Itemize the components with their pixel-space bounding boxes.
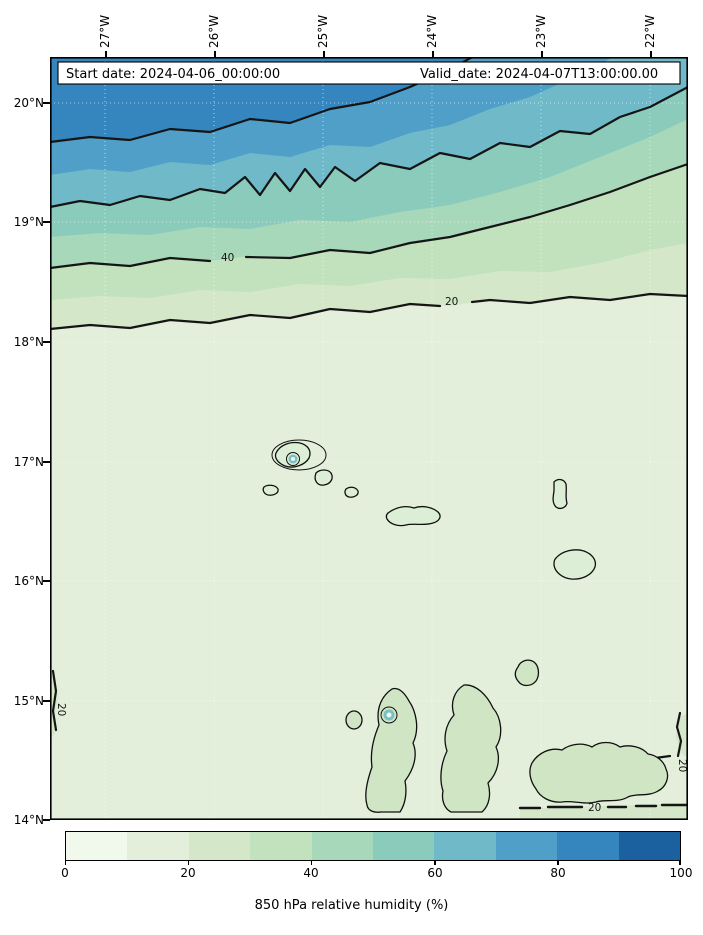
spot-ring-sw — [380, 706, 398, 724]
colorbar-tick-label: 40 — [303, 866, 319, 880]
start-date-text: Start date: 2024-04-06_00:00:00 — [66, 67, 280, 82]
colorbar-tick-label: 100 — [669, 866, 693, 880]
lon-tick-label: 22°W — [643, 14, 657, 48]
colorbar-tick — [434, 861, 436, 865]
island-elongated — [385, 505, 441, 527]
plot-border — [50, 57, 688, 820]
map-canvas: 40 20 20 20 20 Start date: 2024-04-06_00… — [50, 57, 688, 820]
island-east-narrow — [552, 478, 568, 510]
contour-label-20-bottom: 20 — [588, 802, 601, 814]
info-banner-box — [57, 61, 681, 85]
contour-20-right-edge — [675, 711, 683, 758]
lat-tick-label: 16°N — [13, 574, 44, 588]
axis-tick — [650, 51, 652, 57]
colorbar — [65, 831, 681, 861]
colorbar-tick — [557, 861, 559, 865]
colorbar-tick — [187, 861, 189, 865]
colorbar-cell — [311, 832, 374, 860]
axis-tick — [105, 51, 107, 57]
lat-tick-label: 20°N — [13, 96, 44, 110]
info-banner: Start date: 2024-04-06_00:00:00 Valid_da… — [57, 61, 681, 85]
colorbar-tick-label: 60 — [427, 866, 443, 880]
contour-label-20-left: 20 — [55, 703, 67, 716]
island-east-round — [553, 549, 597, 580]
humidity-bands — [50, 57, 688, 820]
colorbar-tick — [679, 861, 681, 865]
colorbar-tick — [64, 861, 66, 865]
island-south-small — [345, 710, 363, 730]
colorbar-tick-label: 80 — [550, 866, 566, 880]
axis-tick — [541, 51, 543, 57]
axis-tick — [43, 461, 50, 463]
axis-tick — [43, 221, 50, 223]
colorbar-cell — [495, 832, 558, 860]
colorbar-tick-label: 20 — [180, 866, 196, 880]
colorbar-cell — [250, 832, 312, 860]
axis-tick — [43, 580, 50, 582]
lon-tick-label: 23°W — [534, 14, 548, 48]
axis-tick — [43, 819, 50, 821]
island-south-east-mass — [529, 741, 669, 804]
axis-tick — [43, 102, 50, 104]
colorbar-caption: 850 hPa relative humidity (%) — [254, 898, 449, 913]
island-nw-2 — [314, 469, 333, 486]
contour-label-40: 40 — [221, 252, 234, 264]
contour-40-line-west — [50, 256, 212, 270]
colorbar-cell — [557, 832, 619, 860]
axis-tick — [43, 341, 50, 343]
lat-tick-label: 17°N — [13, 455, 44, 469]
colorbar-cell — [127, 832, 189, 860]
axis-tick — [43, 700, 50, 702]
axis-tick — [432, 51, 434, 57]
spot-ring-nw — [286, 452, 300, 466]
lon-tick-label: 25°W — [316, 14, 330, 48]
contour-label-texts: 40 20 20 20 20 — [55, 252, 688, 814]
lon-tick-label: 27°W — [98, 14, 112, 48]
island-south-west — [365, 687, 418, 813]
colorbar-cell — [188, 832, 251, 860]
contour-lines — [50, 57, 688, 810]
lat-tick-label: 14°N — [13, 813, 44, 827]
spot-core-nw — [291, 457, 295, 461]
island-south-mid — [440, 684, 502, 813]
colorbar-cell — [66, 832, 128, 860]
contour-20-bottom-dashes — [518, 803, 688, 810]
axis-tick — [214, 51, 216, 57]
spot-core-sw — [386, 712, 392, 718]
island-south-tiny — [514, 659, 540, 687]
lon-tick-label: 26°W — [207, 14, 221, 48]
contour-20-line-east — [470, 292, 688, 305]
lon-tick-label: 24°W — [425, 14, 439, 48]
contour-20-left-edge — [51, 669, 58, 732]
island-nw-3 — [344, 486, 359, 498]
contour-40-line-east — [244, 162, 688, 260]
axis-tick — [323, 51, 325, 57]
valid-date-text: Valid_date: 2024-04-07T13:00:00.00 — [420, 67, 658, 82]
colorbar-tick — [310, 861, 312, 865]
colorbar-cell — [373, 832, 435, 860]
thin-contour-ring-nw — [271, 439, 327, 471]
lat-tick-label: 15°N — [13, 694, 44, 708]
colorbar-tick-label: 0 — [61, 866, 69, 880]
islands — [262, 439, 669, 813]
island-nw-4 — [262, 484, 279, 496]
lat-tick-label: 19°N — [13, 215, 44, 229]
contour-label-20: 20 — [445, 296, 458, 308]
contour-60-line — [50, 85, 688, 209]
colorbar-cell — [618, 832, 681, 860]
lat-tick-label: 18°N — [13, 335, 44, 349]
colorbar-cell — [434, 832, 496, 860]
contour-label-20-right: 20 — [676, 759, 688, 772]
contour-20-line-west — [50, 302, 442, 331]
band-pocket-bottom — [520, 803, 688, 820]
